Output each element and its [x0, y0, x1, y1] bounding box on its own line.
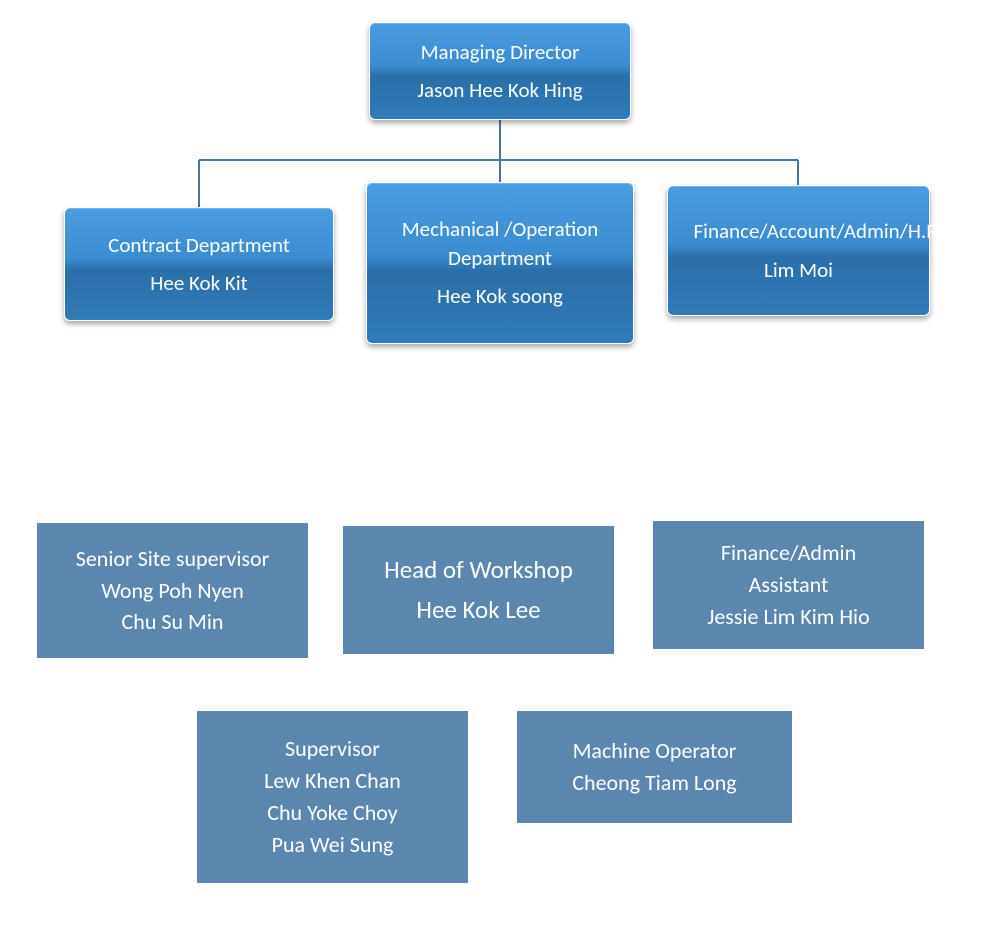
node-title: Senior Site supervisor	[76, 543, 270, 575]
node-person: Chu Su Min	[122, 606, 224, 638]
node-managing-director: Managing Director Jason Hee Kok Hing	[369, 22, 631, 120]
node-title: Finance/Account/Admin/H.R.	[694, 217, 904, 245]
org-chart-connectors	[0, 0, 995, 935]
node-person: Jessie Lim Kim Hio	[707, 601, 869, 633]
node-title: Supervisor	[285, 733, 380, 765]
node-person: Wong Poh Nyen	[101, 575, 244, 607]
node-title: Finance/Admin Assistant	[689, 537, 889, 601]
node-senior-site-supervisor: Senior Site supervisor Wong Poh Nyen Chu…	[37, 523, 308, 658]
node-person: Cheong Tiam Long	[572, 767, 736, 799]
node-person: Hee Kok Lee	[416, 590, 540, 630]
node-title: Contract Department	[108, 231, 290, 259]
node-person: Chu Yoke Choy	[267, 797, 397, 829]
node-person: Lim Moi	[764, 256, 833, 284]
node-title: Head of Workshop	[384, 550, 573, 590]
node-contract-department: Contract Department Hee Kok Kit	[64, 207, 334, 321]
node-person: Lew Khen Chan	[264, 765, 401, 797]
node-title: Managing Director	[421, 38, 580, 66]
node-person: Jason Hee Kok Hing	[417, 76, 582, 104]
node-person: Hee Kok soong	[437, 282, 563, 310]
node-title: Mechanical /Operation Department	[390, 215, 610, 272]
node-person: Pua Wei Sung	[272, 829, 394, 861]
node-finance-admin-hr: Finance/Account/Admin/H.R. Lim Moi	[667, 185, 930, 316]
node-machine-operator: Machine Operator Cheong Tiam Long	[517, 711, 792, 823]
node-person: Hee Kok Kit	[150, 269, 247, 297]
node-supervisor: Supervisor Lew Khen Chan Chu Yoke Choy P…	[197, 711, 468, 883]
node-head-of-workshop: Head of Workshop Hee Kok Lee	[343, 526, 614, 654]
node-mechanical-operation-department: Mechanical /Operation Department Hee Kok…	[366, 182, 634, 344]
node-finance-admin-assistant: Finance/Admin Assistant Jessie Lim Kim H…	[653, 521, 924, 649]
node-title: Machine Operator	[573, 735, 737, 767]
